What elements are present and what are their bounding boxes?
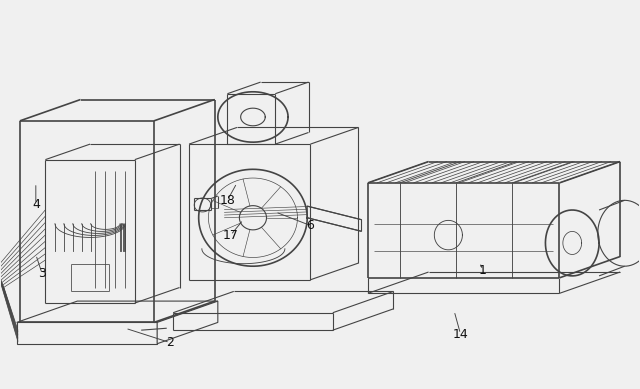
- Polygon shape: [157, 301, 218, 344]
- Text: 6: 6: [307, 219, 314, 232]
- Text: 2: 2: [166, 336, 174, 349]
- Polygon shape: [17, 322, 157, 344]
- Text: 4: 4: [32, 198, 40, 211]
- Text: 18: 18: [220, 194, 236, 207]
- Text: 17: 17: [223, 229, 239, 242]
- Polygon shape: [17, 301, 218, 322]
- Text: 1: 1: [479, 264, 487, 277]
- Polygon shape: [307, 206, 362, 231]
- Text: 3: 3: [38, 268, 46, 280]
- Text: 14: 14: [452, 328, 468, 340]
